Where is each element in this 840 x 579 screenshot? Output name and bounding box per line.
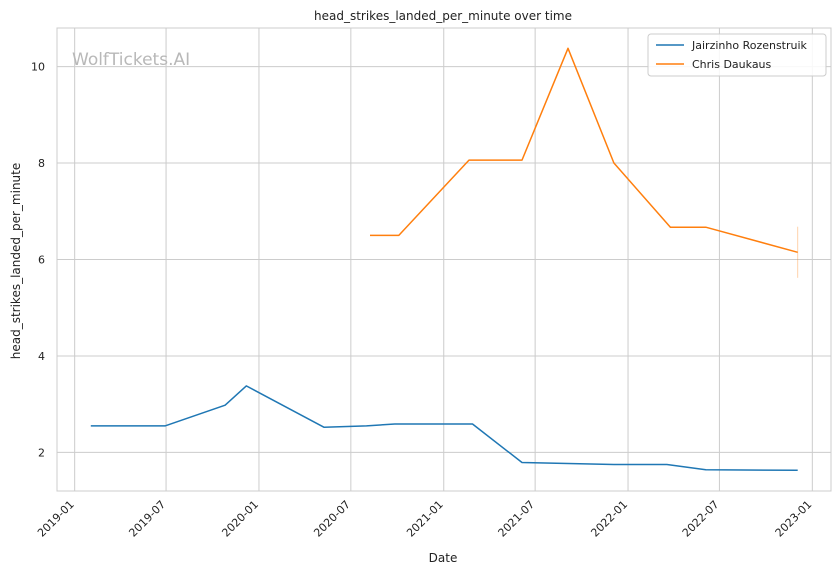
legend-label-series-2: Chris Daukaus <box>692 58 772 71</box>
series-line-1 <box>90 385 798 472</box>
series-layer <box>90 47 799 472</box>
watermark: WolfTickets.AI <box>72 50 190 70</box>
y-tick-label: 2 <box>38 446 45 459</box>
y-tick-label: 6 <box>38 254 45 267</box>
y-axis-label: head_strikes_landed_per_minute <box>9 163 23 360</box>
y-tick-label: 4 <box>38 350 45 363</box>
legend-box <box>647 33 827 77</box>
x-axis-label: Date <box>429 551 458 565</box>
legend-label-series-1: Jairzinho Rozenstruik <box>691 39 808 52</box>
y-tick-label: 10 <box>31 61 45 74</box>
plot-frame <box>56 27 832 492</box>
chart-title: head_strikes_landed_per_minute over time <box>314 9 572 23</box>
legend: Jairzinho Rozenstruik Chris Daukaus <box>647 33 827 77</box>
y-tick-label: 8 <box>38 157 45 170</box>
series-line-2 <box>370 47 798 254</box>
y-tick-labels: 2 4 6 8 10 <box>31 61 45 460</box>
